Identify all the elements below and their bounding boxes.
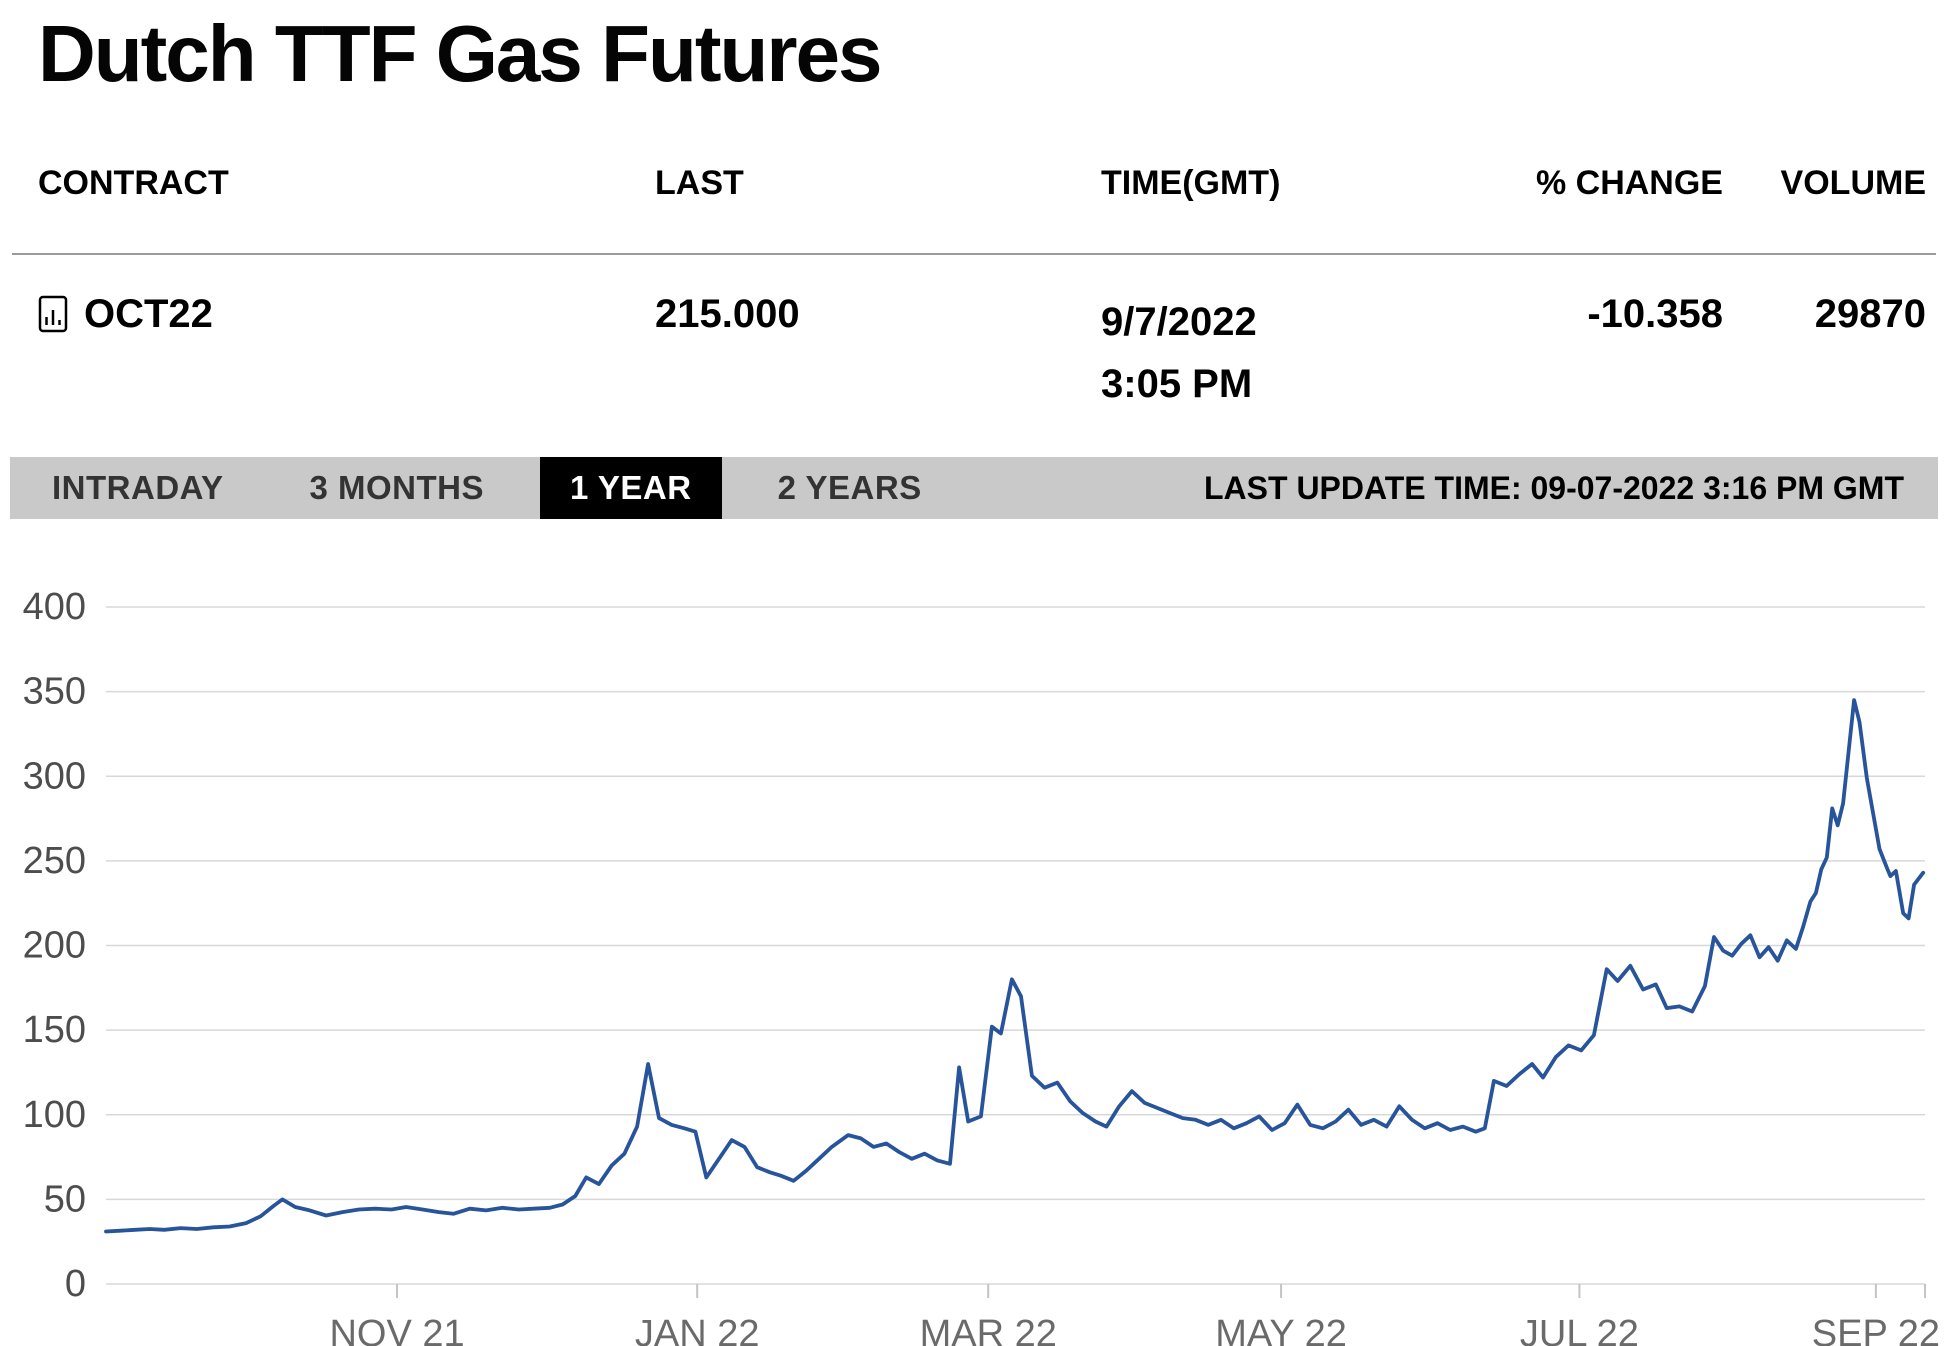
- svg-text:250: 250: [23, 840, 86, 882]
- tab-2-years[interactable]: 2 YEARS: [777, 469, 922, 506]
- header-change: % CHANGE: [1535, 164, 1723, 202]
- svg-text:100: 100: [23, 1094, 86, 1136]
- percent-change: -10.358: [1587, 292, 1723, 336]
- svg-text:NOV 21: NOV 21: [329, 1313, 464, 1346]
- contract-cell[interactable]: OCT22: [38, 291, 655, 337]
- page-title: Dutch TTF Gas Futures: [38, 9, 883, 98]
- header-volume: VOLUME: [1780, 164, 1926, 202]
- tab-3-months[interactable]: 3 MONTHS: [309, 469, 484, 506]
- header-last: LAST: [655, 164, 744, 202]
- quote-time: 3:05 PM: [1101, 362, 1253, 406]
- table-divider: [12, 253, 1936, 255]
- svg-text:50: 50: [44, 1178, 86, 1220]
- time-cell: 9/7/2022 3:05 PM: [1101, 291, 1516, 415]
- range-tabbar: INTRADAY 3 MONTHS 1 YEAR 2 YEARS LAST UP…: [10, 457, 1938, 519]
- tab-intraday[interactable]: INTRADAY: [52, 469, 224, 506]
- price-chart: 0 50 100 150 200 250 300 350 400 NOV 21 JAN 22 MAR …: [0, 567, 1948, 1346]
- svg-text:300: 300: [23, 755, 86, 797]
- svg-text:0: 0: [65, 1263, 86, 1305]
- quote-date: 9/7/2022: [1101, 300, 1257, 344]
- svg-text:350: 350: [23, 671, 86, 713]
- svg-text:MAY 22: MAY 22: [1215, 1313, 1347, 1346]
- svg-text:150: 150: [23, 1009, 86, 1051]
- header-time: TIME(GMT): [1101, 164, 1281, 202]
- quote-table: CONTRACT LAST TIME(GMT) % CHANGE VOLUME …: [12, 164, 1936, 415]
- svg-text:200: 200: [23, 925, 86, 967]
- svg-text:400: 400: [23, 586, 86, 628]
- svg-text:MAR 22: MAR 22: [920, 1313, 1057, 1346]
- chart-document-icon: [38, 295, 68, 333]
- chart-svg: 0 50 100 150 200 250 300 350 400 NOV 21 JAN 22 MAR …: [23, 586, 1940, 1346]
- header-contract: CONTRACT: [38, 164, 229, 202]
- contract-name: OCT22: [84, 292, 213, 336]
- volume: 29870: [1814, 292, 1926, 336]
- last-update-time: LAST UPDATE TIME: 09-07-2022 3:16 PM GMT: [1204, 469, 1904, 506]
- quote-table-header: CONTRACT LAST TIME(GMT) % CHANGE VOLUME: [12, 164, 1936, 203]
- svg-text:JUL 22: JUL 22: [1520, 1313, 1639, 1346]
- tab-1-year[interactable]: 1 YEAR: [539, 457, 722, 519]
- table-row: OCT22 215.000 9/7/2022 3:05 PM -10.358 2…: [12, 291, 1936, 415]
- svg-text:SEP 22: SEP 22: [1812, 1313, 1940, 1346]
- last-price: 215.000: [655, 292, 800, 336]
- svg-text:JAN 22: JAN 22: [635, 1313, 760, 1346]
